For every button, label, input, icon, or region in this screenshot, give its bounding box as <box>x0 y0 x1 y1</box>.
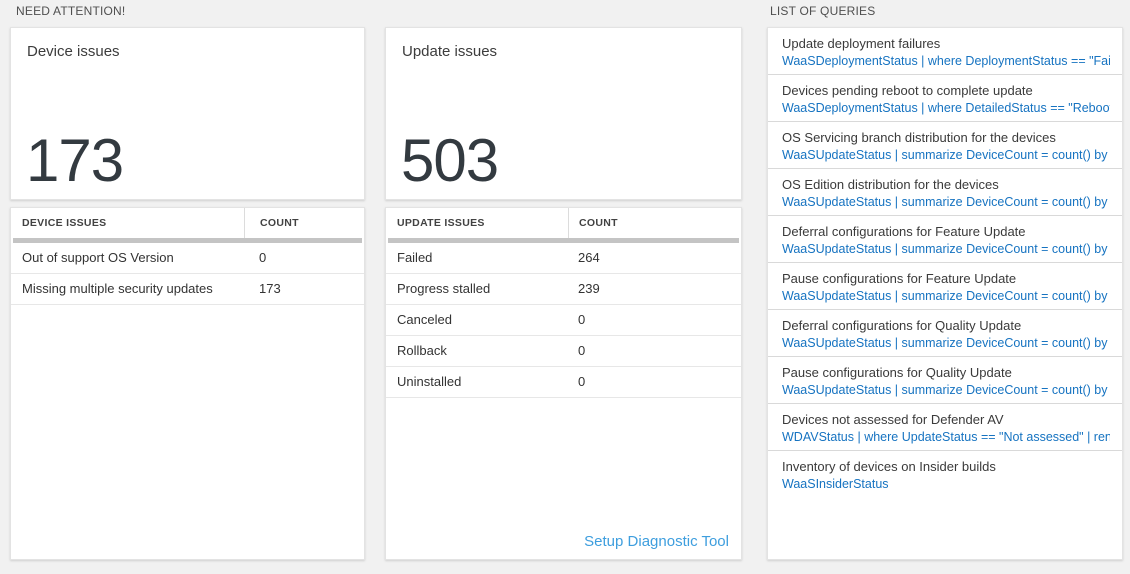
row-label: Out of support OS Version <box>22 250 174 265</box>
row-label: Canceled <box>397 312 452 327</box>
table-row[interactable]: Missing multiple security updates 173 <box>11 274 364 305</box>
query-title: OS Servicing branch distribution for the… <box>782 130 1056 145</box>
query-text: WaaSDeploymentStatus | where DetailedSta… <box>782 101 1110 115</box>
row-count: 173 <box>259 281 281 296</box>
query-text: WaaSDeploymentStatus | where DeploymentS… <box>782 54 1110 68</box>
query-title: Inventory of devices on Insider builds <box>782 459 996 474</box>
device-issues-tile[interactable]: Device issues 173 <box>10 27 365 200</box>
setup-diagnostic-tool-link[interactable]: Setup Diagnostic Tool <box>584 533 729 550</box>
table-row[interactable]: Out of support OS Version 0 <box>11 243 364 274</box>
row-label: Rollback <box>397 343 447 358</box>
query-title: Update deployment failures <box>782 36 941 51</box>
list-of-queries-header: LIST OF QUERIES <box>770 4 876 18</box>
query-item-update-deployment-failures[interactable]: Update deployment failures WaaSDeploymen… <box>768 28 1122 75</box>
query-item-devices-pending-reboot[interactable]: Devices pending reboot to complete updat… <box>768 75 1122 122</box>
query-text: WaaSUpdateStatus | summarize DeviceCount… <box>782 383 1110 397</box>
row-label: Failed <box>397 250 433 265</box>
query-title: Deferral configurations for Quality Upda… <box>782 318 1022 333</box>
query-item-os-edition-distribution[interactable]: OS Edition distribution for the devices … <box>768 169 1122 216</box>
table-header-row: DEVICE ISSUES COUNT <box>11 208 364 238</box>
query-text: WDAVStatus | where UpdateStatus == "Not … <box>782 430 1110 444</box>
row-label: Uninstalled <box>397 374 462 389</box>
query-text: WaaSUpdateStatus | summarize DeviceCount… <box>782 195 1110 209</box>
device-issues-table: DEVICE ISSUES COUNT Out of support OS Ve… <box>10 207 365 560</box>
table-header-row: UPDATE ISSUES COUNT <box>386 208 741 238</box>
horizontal-scrollbar[interactable] <box>13 238 362 243</box>
row-count: 0 <box>259 250 267 265</box>
query-title: OS Edition distribution for the devices <box>782 177 999 192</box>
query-item-defender-av-not-assessed[interactable]: Devices not assessed for Defender AV WDA… <box>768 404 1122 451</box>
query-item-insider-builds-inventory[interactable]: Inventory of devices on Insider builds W… <box>768 451 1122 498</box>
query-item-deferral-feature-update[interactable]: Deferral configurations for Feature Upda… <box>768 216 1122 263</box>
row-count: 264 <box>578 250 600 265</box>
table-row[interactable]: Uninstalled 0 <box>386 367 741 398</box>
query-text: WaaSUpdateStatus | summarize DeviceCount… <box>782 242 1110 256</box>
update-issues-table: UPDATE ISSUES COUNT Failed 264 Progress … <box>385 207 742 560</box>
query-item-pause-feature-update[interactable]: Pause configurations for Feature Update … <box>768 263 1122 310</box>
query-title: Pause configurations for Quality Update <box>782 365 1012 380</box>
update-issues-tile[interactable]: Update issues 503 <box>385 27 742 200</box>
horizontal-scrollbar[interactable] <box>388 238 739 243</box>
query-title: Pause configurations for Feature Update <box>782 271 1017 286</box>
query-text: WaaSUpdateStatus | summarize DeviceCount… <box>782 336 1110 350</box>
tile-title: Update issues <box>402 43 498 60</box>
query-text: WaaSUpdateStatus | summarize DeviceCount… <box>782 289 1110 303</box>
query-item-pause-quality-update[interactable]: Pause configurations for Quality Update … <box>768 357 1122 404</box>
query-item-os-servicing-branch[interactable]: OS Servicing branch distribution for the… <box>768 122 1122 169</box>
query-item-deferral-quality-update[interactable]: Deferral configurations for Quality Upda… <box>768 310 1122 357</box>
query-title: Devices not assessed for Defender AV <box>782 412 1004 427</box>
table-row[interactable]: Failed 264 <box>386 243 741 274</box>
row-count: 0 <box>578 374 586 389</box>
row-count: 239 <box>578 281 600 296</box>
column-header-device-issues: DEVICE ISSUES <box>22 217 107 229</box>
row-count: 0 <box>578 312 586 327</box>
row-count: 0 <box>578 343 586 358</box>
query-text: WaaSInsiderStatus <box>782 477 889 491</box>
list-of-queries-panel: Update deployment failures WaaSDeploymen… <box>767 27 1123 560</box>
table-row[interactable]: Progress stalled 239 <box>386 274 741 305</box>
column-header-count: COUNT <box>568 208 618 238</box>
column-header-count: COUNT <box>244 208 299 238</box>
query-title: Deferral configurations for Feature Upda… <box>782 224 1026 239</box>
need-attention-header: NEED ATTENTION! <box>16 4 126 18</box>
update-issues-count: 503 <box>401 127 499 194</box>
table-row[interactable]: Rollback 0 <box>386 336 741 367</box>
query-text: WaaSUpdateStatus | summarize DeviceCount… <box>782 148 1110 162</box>
column-header-update-issues: UPDATE ISSUES <box>397 217 485 229</box>
tile-title: Device issues <box>27 43 120 60</box>
table-row[interactable]: Canceled 0 <box>386 305 741 336</box>
row-label: Progress stalled <box>397 281 491 296</box>
device-issues-count: 173 <box>26 127 124 194</box>
query-title: Devices pending reboot to complete updat… <box>782 83 1033 98</box>
row-label: Missing multiple security updates <box>22 281 213 296</box>
